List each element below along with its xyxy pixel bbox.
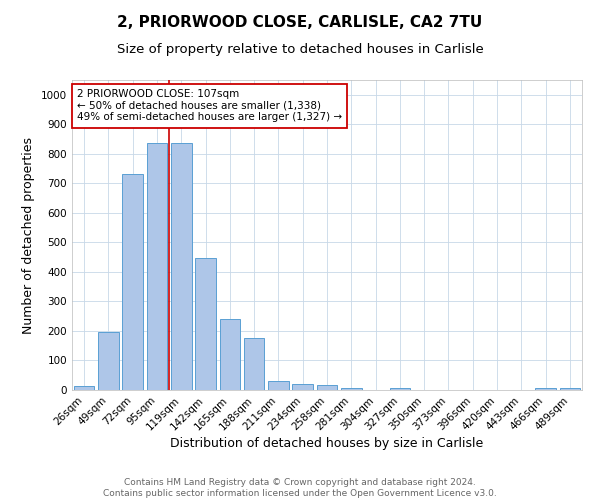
Text: Contains HM Land Registry data © Crown copyright and database right 2024.
Contai: Contains HM Land Registry data © Crown c… <box>103 478 497 498</box>
Text: 2, PRIORWOOD CLOSE, CARLISLE, CA2 7TU: 2, PRIORWOOD CLOSE, CARLISLE, CA2 7TU <box>118 15 482 30</box>
Bar <box>268 381 289 390</box>
Bar <box>292 384 313 390</box>
Text: 2 PRIORWOOD CLOSE: 107sqm
← 50% of detached houses are smaller (1,338)
49% of se: 2 PRIORWOOD CLOSE: 107sqm ← 50% of detac… <box>77 90 342 122</box>
Bar <box>560 388 580 390</box>
Bar <box>389 388 410 390</box>
Y-axis label: Number of detached properties: Number of detached properties <box>22 136 35 334</box>
Bar <box>341 388 362 390</box>
Bar <box>146 144 167 390</box>
X-axis label: Distribution of detached houses by size in Carlisle: Distribution of detached houses by size … <box>170 438 484 450</box>
Bar <box>122 174 143 390</box>
Bar <box>220 319 240 390</box>
Bar <box>74 386 94 390</box>
Text: Size of property relative to detached houses in Carlisle: Size of property relative to detached ho… <box>116 42 484 56</box>
Bar <box>317 385 337 390</box>
Bar <box>171 144 191 390</box>
Bar <box>244 338 265 390</box>
Bar <box>535 388 556 390</box>
Bar <box>195 258 216 390</box>
Bar <box>98 332 119 390</box>
